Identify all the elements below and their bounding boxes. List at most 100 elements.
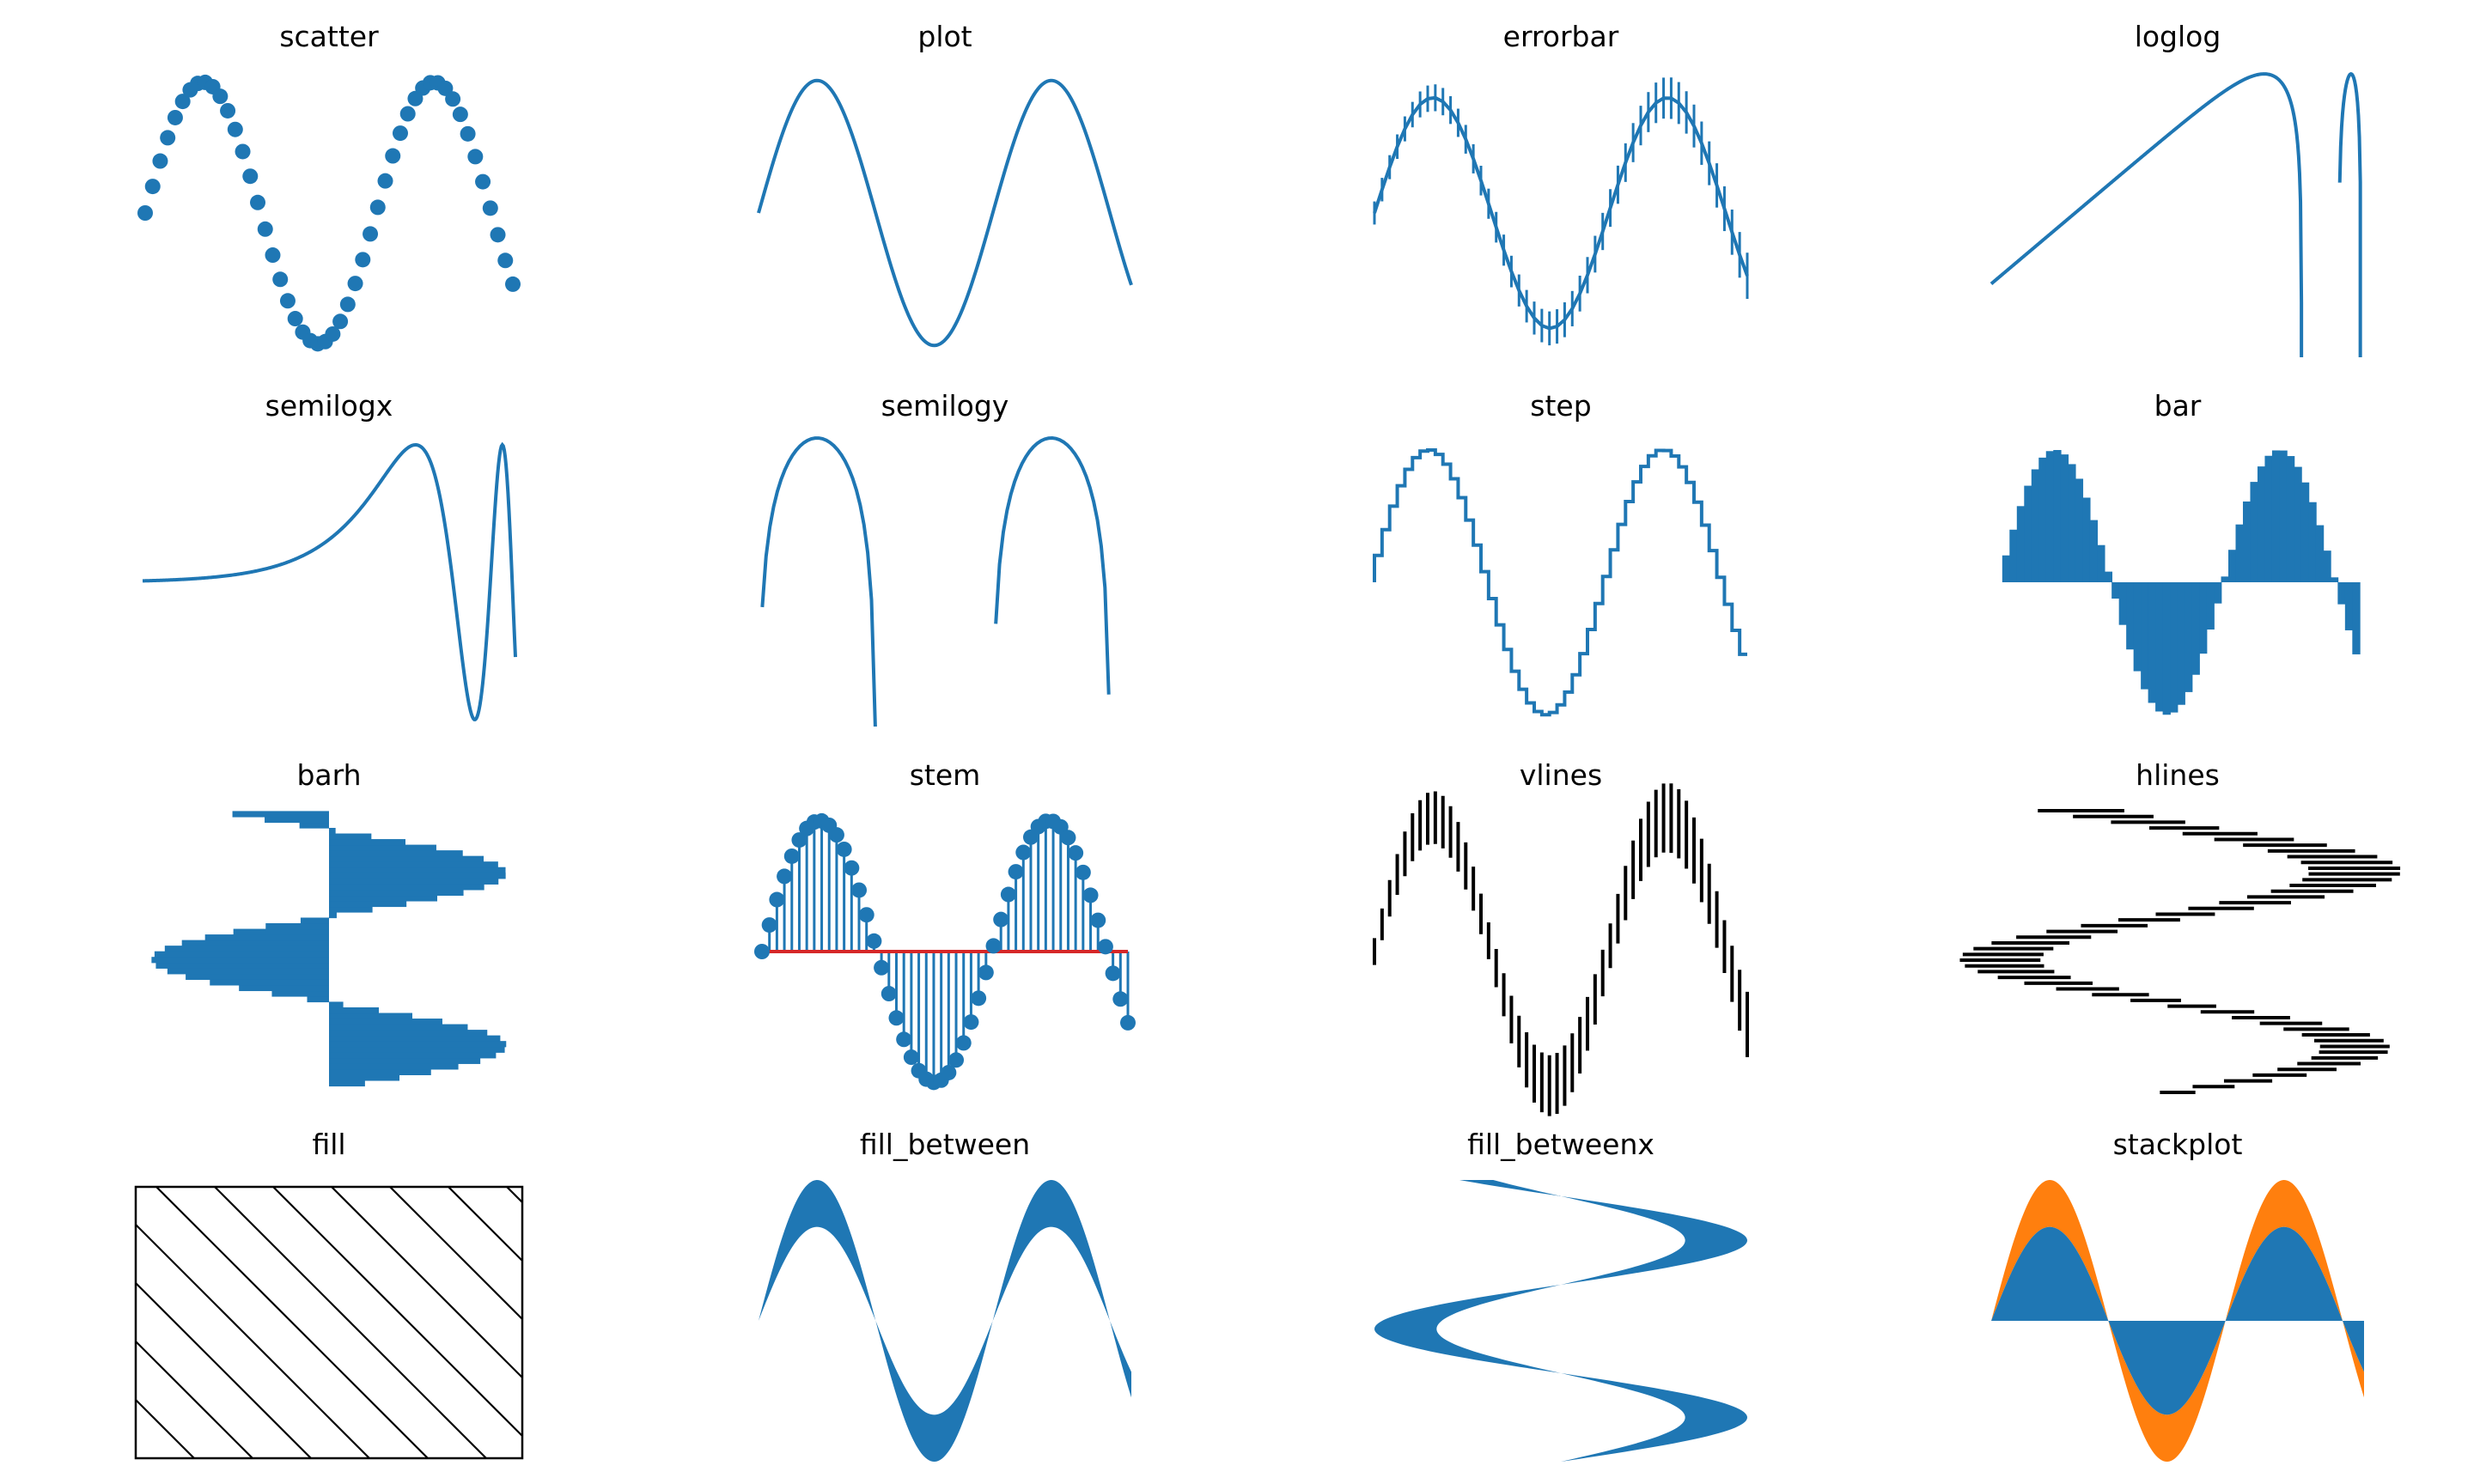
stem-marker [783, 848, 800, 864]
bar [329, 889, 464, 897]
bar [2133, 582, 2142, 672]
bar [2257, 466, 2266, 582]
stack-layer-2 [1991, 1180, 2364, 1462]
scatter-point [475, 173, 491, 190]
bar [329, 1074, 400, 1081]
subplot-stem: stem [754, 758, 1136, 1091]
bar [204, 934, 329, 941]
bar [2031, 469, 2040, 582]
bar [2060, 454, 2069, 582]
scatter-point [385, 148, 401, 164]
subplot-fill-between: fill_between [759, 1128, 1131, 1462]
scatter-point [167, 109, 183, 125]
bar [329, 1030, 488, 1037]
bar [154, 951, 329, 958]
subplot-barh: barh [151, 758, 507, 1087]
stem-marker [985, 938, 1002, 954]
scatter-point [460, 125, 476, 142]
stem-marker [963, 1014, 979, 1031]
stem-marker [866, 933, 882, 949]
subplot-title: barh [296, 758, 361, 792]
line-series [760, 436, 877, 727]
bar [2141, 582, 2149, 690]
bar [329, 1080, 365, 1087]
subplot-bar: bar [2002, 389, 2361, 715]
bar [2068, 464, 2076, 582]
bar [2235, 524, 2244, 582]
stem-marker [971, 990, 987, 1007]
stem-marker [903, 1049, 919, 1066]
stem-marker [1082, 887, 1099, 903]
bar [329, 1024, 468, 1031]
scatter-point [265, 247, 281, 264]
bar [2053, 450, 2062, 582]
scatter-point [227, 121, 243, 137]
stem-marker [836, 841, 852, 857]
bar [2279, 450, 2288, 582]
stem-marker [844, 860, 860, 876]
stem-marker [754, 944, 770, 959]
scatter-point [445, 91, 461, 107]
bar [239, 984, 329, 992]
bar [232, 811, 329, 818]
bar [233, 928, 329, 935]
bar [329, 906, 373, 913]
stem-marker [791, 832, 807, 848]
bar [2009, 529, 2018, 582]
bar [329, 1041, 507, 1048]
bar [329, 884, 484, 891]
stem-marker [1060, 830, 1076, 846]
hatch-line [136, 1398, 195, 1458]
subplot-scatter: scatter [137, 20, 521, 352]
subplot-title: stackplot [2113, 1128, 2243, 1161]
bar [2337, 582, 2346, 605]
scatter-point [355, 252, 371, 268]
hatch-line [214, 1187, 487, 1458]
scatter-point [467, 149, 484, 165]
bar [307, 995, 329, 1003]
bar [2250, 482, 2258, 582]
scatter-point [325, 325, 341, 342]
subplot-title: vlines [1520, 758, 1602, 792]
scatter-point [392, 125, 408, 142]
bar [2162, 582, 2171, 715]
bar [329, 1019, 442, 1025]
stem-marker [1120, 1014, 1136, 1031]
scatter-point [482, 200, 498, 216]
subplot-loglog: loglog [1990, 20, 2362, 357]
scatter-point [242, 168, 259, 185]
bar [265, 923, 329, 930]
bar [329, 839, 405, 846]
bar [2315, 525, 2325, 582]
scatter-point [220, 102, 236, 119]
subplot-vlines: vlines [1373, 758, 1749, 1116]
scatter-point [279, 293, 296, 309]
stem-marker [777, 868, 793, 885]
scatter-point [160, 130, 176, 146]
bar [2045, 451, 2055, 582]
bar [329, 861, 498, 868]
stem-marker [1000, 886, 1016, 903]
stem-marker [1075, 864, 1091, 880]
subplot-fill-betweenx: fill_betweenx [1374, 1128, 1747, 1462]
bar [2038, 457, 2047, 582]
scatter-point [490, 227, 506, 243]
bar [2016, 506, 2026, 582]
line-series [1990, 72, 2304, 357]
stem-marker [828, 827, 844, 843]
subplot-title: stem [910, 758, 981, 792]
subplot-grid: scatter plot errorbar loglog semilogx semilog… [134, 20, 2401, 1462]
scatter-point [505, 276, 521, 292]
hatch-line [136, 1340, 253, 1458]
stem-marker [993, 911, 1009, 928]
subplot-stackplot: stackplot [1991, 1128, 2364, 1462]
scatter-point [137, 205, 153, 221]
bar [2344, 582, 2354, 630]
subplot-errorbar: errorbar [1373, 20, 1749, 346]
bar [329, 833, 372, 840]
filled-band [1374, 1180, 1747, 1462]
bar [329, 1052, 497, 1059]
stem-marker [888, 1010, 905, 1026]
subplot-title: fill_between [860, 1128, 1030, 1161]
